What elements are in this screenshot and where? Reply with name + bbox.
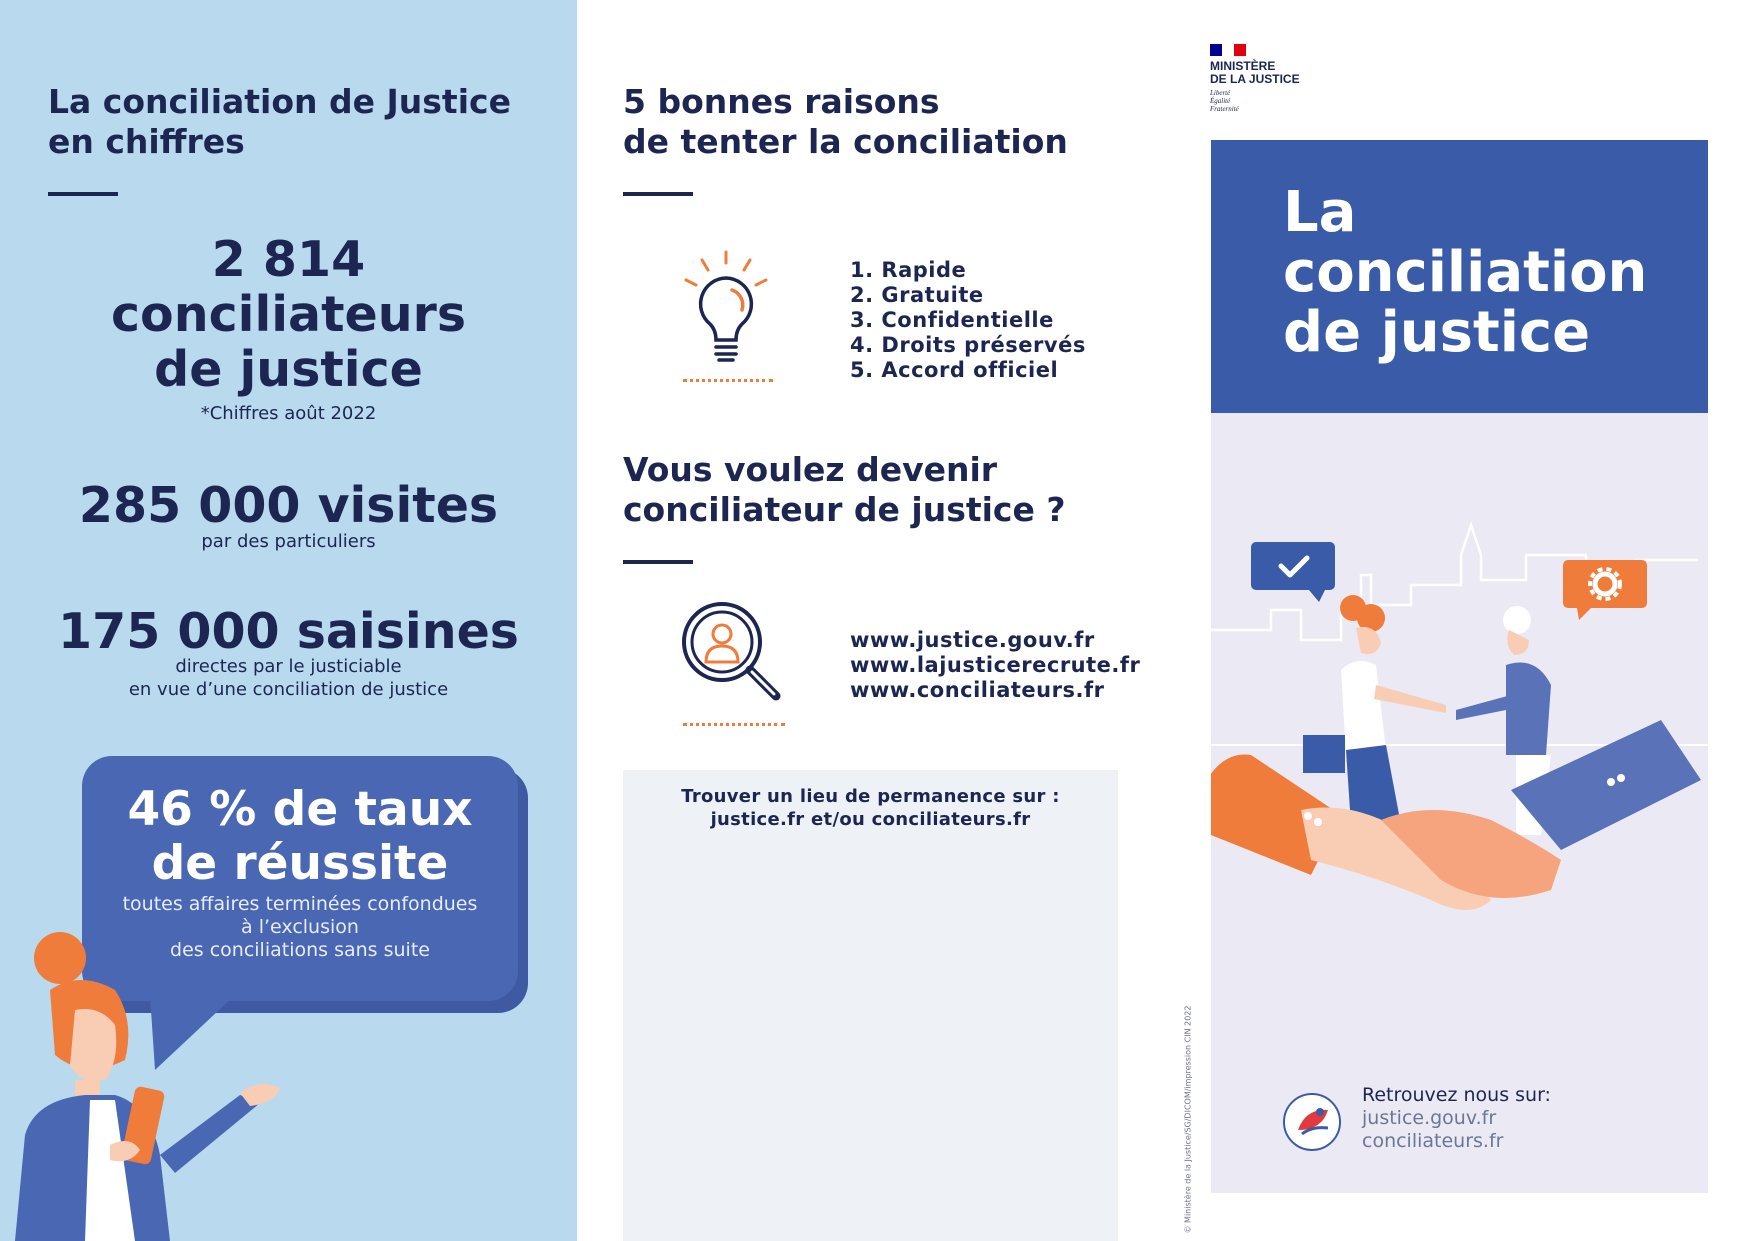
website-link[interactable]: www.justice.gouv.fr bbox=[850, 628, 1095, 652]
figures-title: La conciliation de Justice en chiffres bbox=[48, 82, 511, 161]
website-link[interactable]: www.conciliateurs.fr bbox=[850, 678, 1105, 702]
become-rule bbox=[623, 560, 693, 564]
magnifier-person-icon bbox=[682, 602, 781, 701]
find-us-block: Retrouvez nous sur: justice.gouv.fr conc… bbox=[1362, 1084, 1551, 1153]
reasons-title: 5 bonnes raisons de tenter la conciliati… bbox=[623, 82, 1068, 161]
lightbulb-underline bbox=[683, 379, 773, 382]
reason-item: 1. Rapide bbox=[850, 258, 967, 282]
title-rule bbox=[48, 192, 118, 196]
success-rate-sub: toutes affaires terminées confondues à l… bbox=[122, 893, 478, 961]
reason-item: 3. Confidentielle bbox=[850, 308, 1054, 332]
stat-note: *Chiffres août 2022 bbox=[200, 403, 377, 424]
stat-referrals-sub: directes par le justiciable en vue d’une… bbox=[128, 656, 449, 700]
left-panel: La conciliation de Justice en chiffres 2… bbox=[0, 0, 577, 1241]
stat-referrals: 175 000 saisines bbox=[58, 603, 519, 660]
find-us-label: Retrouvez nous sur: bbox=[1362, 1084, 1551, 1106]
websites-list: www.justice.gouv.fr www.lajusticerecrute… bbox=[850, 628, 1140, 703]
reason-item: 5. Accord officiel bbox=[850, 358, 1059, 382]
website-link[interactable]: www.lajusticerecrute.fr bbox=[850, 653, 1141, 677]
reason-item: 4. Droits préservés bbox=[850, 333, 1086, 357]
reasons-list: 1. Rapide 2. Gratuite 3. Confidentielle … bbox=[850, 258, 1086, 383]
magnifier-underline bbox=[683, 723, 785, 726]
cover-title-box bbox=[1211, 140, 1708, 413]
conciliateurs-seal bbox=[1283, 1093, 1341, 1151]
print-credit: © Ministère de la Justice/SG/DICOM/impre… bbox=[1183, 1005, 1193, 1234]
lightbulb-icon bbox=[684, 250, 768, 362]
find-location-box bbox=[623, 770, 1118, 1241]
cover-title: La conciliation de justice bbox=[1283, 180, 1648, 365]
success-rate: 46 % de taux de réussite bbox=[127, 782, 473, 891]
woman-illustration bbox=[15, 932, 280, 1241]
find-us-link[interactable]: conciliateurs.fr bbox=[1362, 1130, 1504, 1152]
reasons-rule bbox=[623, 192, 693, 196]
stat-visits-sub: par des particuliers bbox=[201, 531, 376, 552]
ministry-logo: MINISTÈRE DE LA JUSTICE Liberté Égalité … bbox=[1210, 44, 1300, 113]
reason-item: 2. Gratuite bbox=[850, 283, 984, 307]
handshake-illustration bbox=[1211, 521, 1708, 910]
success-bubble bbox=[82, 756, 518, 1001]
find-location-text: Trouver un lieu de permanence sur : just… bbox=[681, 786, 1060, 830]
flag-icon bbox=[1210, 44, 1246, 56]
bubble-tail bbox=[150, 995, 235, 1070]
stat-conciliators: 2 814 conciliateurs de justice bbox=[111, 231, 466, 398]
become-title: Vous voulez devenir conciliateur de just… bbox=[623, 450, 1066, 529]
find-us-link[interactable]: justice.gouv.fr bbox=[1362, 1107, 1497, 1129]
stat-visits: 285 000 visites bbox=[78, 477, 499, 534]
